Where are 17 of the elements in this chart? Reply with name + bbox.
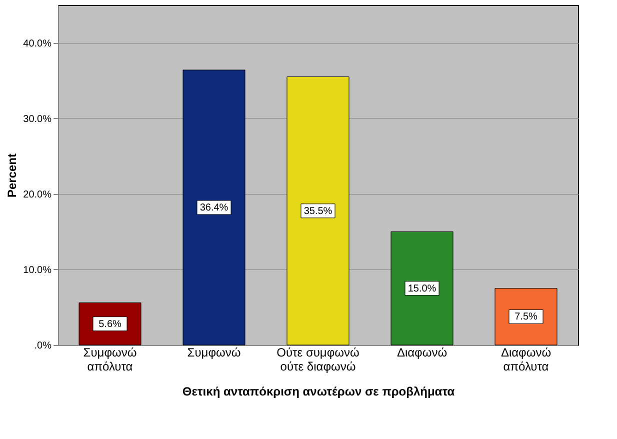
- y-tick-label: 40.0%: [23, 38, 52, 50]
- y-tick-label: .0%: [34, 340, 52, 352]
- y-tick-label: 10.0%: [23, 264, 52, 276]
- y-tick-label: 20.0%: [23, 189, 52, 200]
- x-tick-label: Συμφωνώ απόλυτα: [83, 346, 137, 374]
- data-label: 7.5%: [514, 312, 538, 323]
- x-tick-label: Ούτε συμφωνώ ούτε διαφωνώ: [276, 346, 360, 374]
- y-axis-title: Percent: [5, 153, 20, 198]
- data-label: 36.4%: [200, 202, 228, 214]
- data-label: 15.0%: [408, 283, 436, 294]
- x-tick-label: Διαφωνώ: [396, 346, 448, 360]
- x-tick-label: Διαφωνώ απόλυτα: [500, 346, 552, 374]
- x-axis-title: Θετική ανταπόκριση ανωτέρων σε προβλήματα: [182, 384, 456, 398]
- x-tick-label: Συμφωνώ: [187, 346, 241, 360]
- y-tick-label: 30.0%: [23, 114, 52, 125]
- data-label: 5.6%: [98, 318, 122, 330]
- data-label: 35.5%: [304, 206, 332, 217]
